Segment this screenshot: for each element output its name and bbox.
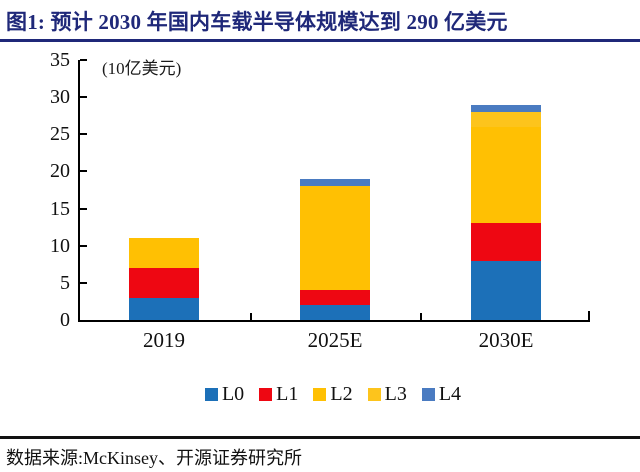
y-axis-label-5: 5 — [60, 271, 70, 294]
figure-title: 图1: 预计 2030 年国内车载半导体规模达到 290 亿美元 — [6, 10, 508, 34]
legend-swatch-L4 — [421, 388, 435, 401]
bar-segment-L1-2019 — [129, 268, 199, 298]
legend-swatch-L3 — [367, 388, 381, 401]
x-axis-tick — [420, 313, 422, 320]
bar-segment-L0-2030E — [471, 260, 541, 320]
legend-item-L2: L2 — [313, 383, 353, 406]
bar-segment-L2-2030E — [471, 126, 541, 224]
x-axis-label-2019: 2019 — [143, 328, 185, 352]
y-axis-tick — [80, 170, 87, 173]
title-underline — [0, 39, 640, 42]
legend-label-L4: L4 — [438, 383, 462, 405]
y-axis-tick — [80, 281, 87, 284]
legend-swatch-L2 — [313, 388, 327, 401]
legend-label-L0: L0 — [221, 383, 245, 405]
y-axis-label-20: 20 — [50, 160, 70, 183]
y-axis-tick — [80, 133, 87, 136]
legend-label-L1: L1 — [276, 383, 299, 405]
data-source-text: 数据来源:McKinsey、开源证券研究所 — [6, 448, 302, 468]
chart-legend: L0 L1 L2 L3 L4 — [78, 383, 588, 406]
x-axis-label-2025E: 2025E — [307, 328, 363, 352]
bar-segment-L0-2025E — [300, 305, 370, 320]
y-axis-label-25: 25 — [50, 123, 70, 146]
bar-2025E — [300, 178, 370, 320]
footer-divider — [0, 436, 640, 439]
y-axis-unit-label: (10亿美元) — [102, 59, 182, 78]
y-axis-tick — [80, 96, 87, 99]
bar-segment-L1-2030E — [471, 223, 541, 261]
bar-segment-L2-2025E — [300, 186, 370, 291]
y-axis-label-35: 35 — [50, 49, 70, 71]
y-axis-label-30: 30 — [50, 86, 70, 109]
bar-segment-L2-2019 — [129, 238, 199, 269]
y-axis-tick — [80, 59, 87, 61]
bar-segment-L4-2030E — [471, 104, 541, 113]
legend-swatch-L1 — [259, 388, 273, 401]
y-axis-tick — [80, 207, 87, 210]
x-axis-end-tick — [588, 311, 590, 320]
y-axis-tick — [80, 244, 87, 247]
legend-swatch-L0 — [204, 388, 218, 401]
y-axis-label-10: 10 — [50, 234, 70, 257]
bar-2030E — [471, 104, 541, 320]
bar-segment-L0-2019 — [129, 297, 199, 320]
plot-area: (10亿美元) 0 5 10 15 20 25 30 35 2019 2025E 2030E — [50, 49, 590, 352]
bar-segment-L1-2025E — [300, 290, 370, 306]
x-axis-tick — [250, 313, 252, 320]
legend-item-L3: L3 — [367, 383, 407, 406]
legend-item-L0: L0 — [204, 383, 245, 406]
bar-2019 — [129, 238, 199, 320]
legend-item-L1: L1 — [259, 383, 298, 406]
y-axis-label-0: 0 — [60, 309, 70, 331]
legend-label-L2: L2 — [330, 383, 353, 405]
x-axis-label-2030E: 2030E — [478, 328, 534, 352]
legend-label-L3: L3 — [384, 383, 407, 405]
legend-item-L4: L4 — [421, 383, 462, 406]
bar-segment-L4-2025E — [300, 178, 370, 187]
y-axis-label-15: 15 — [50, 197, 70, 220]
bar-segment-L3-2030E — [471, 112, 541, 127]
